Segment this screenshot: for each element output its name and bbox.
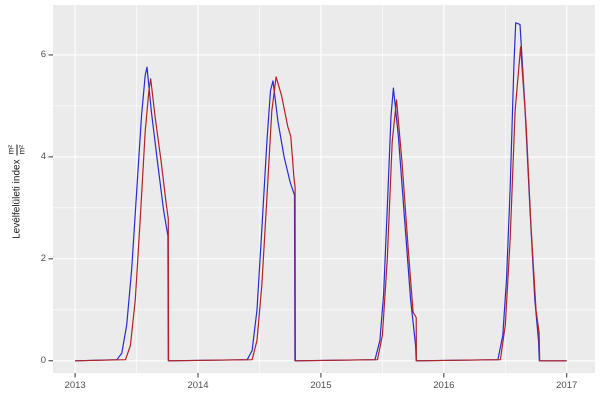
fraction-denominator: m² [17,145,27,155]
series-red-line [75,46,567,362]
fraction-numerator: m² [6,144,18,156]
y-axis-title-text: Levélfelületi index [11,159,23,239]
x-tick-label: 2017 [556,380,578,391]
x-tick-label: 2014 [187,380,209,391]
y-tick-label: 2 [40,253,46,265]
y-axis-title: Levélfelületi index m² m² [6,97,27,287]
x-tick-label: 2015 [310,380,332,391]
y-axis-unit-fraction: m² m² [6,144,27,156]
y-tick-label: 0 [40,355,46,367]
y-tick-label: 6 [40,49,46,61]
y-tick-label: 4 [40,151,46,163]
x-tick-label: 2013 [64,380,86,391]
x-tick-label: 2016 [433,380,455,391]
